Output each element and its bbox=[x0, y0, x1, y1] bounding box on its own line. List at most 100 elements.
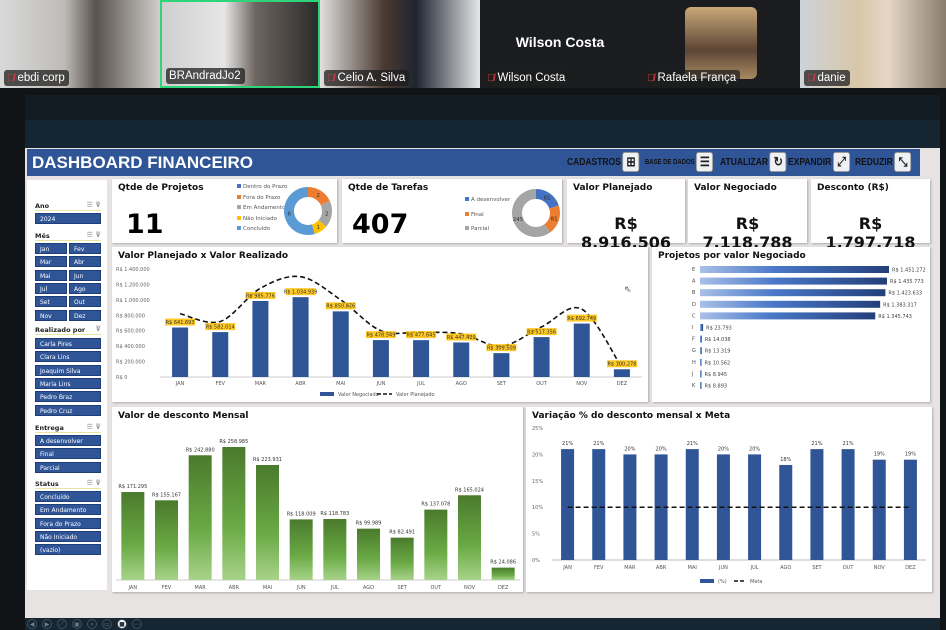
x-tick-label: DEZ bbox=[498, 585, 509, 591]
mic-muted-icon: 🎙̸ bbox=[327, 72, 335, 84]
expandir-button[interactable]: EXPANDIR ⤢ bbox=[788, 152, 850, 172]
zoom-icon[interactable]: ⌕ bbox=[87, 619, 97, 629]
shared-screen-ribbon bbox=[25, 120, 940, 148]
camera-icon[interactable]: ■ bbox=[117, 619, 127, 629]
donut-slice bbox=[318, 201, 332, 227]
data-label: R$ 309.509 bbox=[487, 345, 516, 351]
data-label: R$ 850.876 bbox=[326, 304, 355, 310]
data-label-bg bbox=[606, 360, 637, 368]
slicer-item[interactable]: Abr bbox=[69, 256, 101, 268]
x-tick-label: MAR bbox=[195, 585, 207, 591]
slicer-item[interactable]: Nov bbox=[35, 309, 67, 321]
slicer-ano-header: Ano ☰ ⊽ bbox=[35, 201, 101, 211]
bar-valor-negociado bbox=[292, 297, 309, 377]
bar-desconto bbox=[458, 495, 481, 580]
slicer-item[interactable]: Mar bbox=[35, 256, 67, 268]
data-label: R$ 1.451.272 bbox=[892, 268, 926, 274]
clear-filter-icon[interactable]: ☰ ⊽ bbox=[86, 201, 101, 209]
x-tick-label: NOV bbox=[576, 381, 588, 387]
prev-icon[interactable]: ◀ bbox=[27, 619, 37, 629]
participant-tile-active[interactable]: BRAndradJo2 bbox=[160, 0, 320, 88]
slicer-item[interactable]: Jul bbox=[35, 282, 67, 294]
slicer-item[interactable]: Pedro Braz bbox=[35, 391, 101, 403]
x-tick-label: NOV bbox=[874, 565, 886, 571]
legend-label: (%) bbox=[718, 579, 727, 585]
data-label: 20% bbox=[656, 446, 667, 452]
y-tick-label: 0% bbox=[532, 558, 540, 564]
slicer-item[interactable]: Maria Lins bbox=[35, 377, 101, 389]
participant-tile[interactable]: 🎙̸ Rafaela França bbox=[640, 0, 800, 88]
data-label: R$ 258.985 bbox=[219, 439, 248, 445]
kpi-qtde-tarefas: Qtde de Tarefas 407 A desenvolver Final Pa… bbox=[342, 179, 562, 243]
legend-swatch bbox=[700, 579, 714, 583]
slicer-item[interactable]: A desenvolver bbox=[35, 435, 101, 446]
clear-filter-icon[interactable]: ☰ ⊽ bbox=[86, 423, 101, 431]
y-tick-label: R$ 1.200.000 bbox=[116, 282, 150, 288]
slicer-item[interactable]: Fora do Prazo bbox=[35, 517, 101, 529]
bar-percent bbox=[623, 454, 637, 560]
participant-tile[interactable]: 🎙̸ danie bbox=[800, 0, 946, 88]
bar-projeto bbox=[700, 335, 702, 343]
data-label: 18% bbox=[780, 457, 791, 463]
slicer-item[interactable]: Mai bbox=[35, 269, 67, 281]
participant-name: 🎙̸ danie bbox=[804, 70, 850, 86]
donut-slice bbox=[512, 189, 551, 237]
clear-filter-icon[interactable]: ☰ ⊽ bbox=[86, 231, 101, 239]
slicer-item[interactable]: Concluído bbox=[35, 491, 101, 502]
y-tick-label: 25% bbox=[532, 426, 543, 432]
slicer-item[interactable]: Não Iniciado bbox=[35, 530, 101, 542]
legend-label: Valor Planejado bbox=[396, 392, 435, 398]
data-label: R$ 82.491 bbox=[389, 530, 415, 536]
x-tick-label: MAI bbox=[688, 565, 697, 571]
mic-muted-icon: 🎙̸ bbox=[487, 72, 495, 84]
participant-tile[interactable]: 🎙̸ ebdi corp bbox=[0, 0, 160, 88]
data-label: 21% bbox=[843, 441, 854, 447]
slicer-item[interactable]: Carla Pires bbox=[35, 338, 101, 349]
slicer-item[interactable]: Fev bbox=[69, 243, 101, 254]
slicer-item[interactable]: Clara Lins bbox=[35, 351, 101, 363]
clear-filter-icon[interactable]: ⊽ bbox=[95, 325, 101, 333]
slicer-item[interactable]: (vazio) bbox=[35, 544, 101, 556]
y-tick-label: F bbox=[692, 337, 695, 343]
bar-projeto bbox=[700, 324, 704, 331]
bar-desconto bbox=[491, 567, 515, 580]
clear-filter-icon[interactable]: ☰ ⊽ bbox=[86, 479, 101, 487]
slicer-item[interactable]: Jan bbox=[35, 243, 67, 254]
presentation-controls: ◀ ▶ ／ ▣ ⌕ ▭ ■ ⋯ bbox=[25, 618, 940, 630]
participant-tile[interactable]: Wilson Costa 🎙̸ Wilson Costa bbox=[480, 0, 640, 88]
cadastros-button[interactable]: CADASTROS ⊞ bbox=[567, 152, 640, 172]
slicer-item[interactable]: Em Andamento bbox=[35, 504, 101, 516]
x-tick-label: JUL bbox=[330, 585, 339, 591]
y-tick-label: 15% bbox=[532, 479, 543, 485]
slicer-item[interactable]: Parcial bbox=[35, 461, 101, 473]
participant-tile[interactable]: 🎙̸ Celio A. Silva bbox=[320, 0, 480, 88]
base-de-dados-button[interactable]: BASE DE DADOS ☰ bbox=[645, 152, 714, 172]
slicer-item[interactable]: Final bbox=[35, 448, 101, 460]
slicer-item[interactable]: Joaquim Silva bbox=[35, 364, 101, 376]
pages-icon[interactable]: ▣ bbox=[72, 619, 82, 629]
reduzir-button[interactable]: REDUZIR ⤡ bbox=[855, 152, 912, 172]
x-tick-label: DEZ bbox=[617, 381, 628, 387]
next-icon[interactable]: ▶ bbox=[42, 619, 52, 629]
data-label: 20% bbox=[749, 446, 760, 452]
kpi-qtde-projetos: Qtde de Projetos 11 Dentro do Prazo Fora … bbox=[112, 179, 337, 243]
slicer-item[interactable]: Jun bbox=[69, 269, 101, 281]
pen-icon[interactable]: ／ bbox=[57, 619, 67, 629]
slicer-item[interactable]: Set bbox=[35, 296, 67, 308]
slicer-item[interactable]: Out bbox=[69, 296, 101, 308]
data-label-bg bbox=[526, 328, 557, 336]
captions-icon[interactable]: ▭ bbox=[102, 619, 112, 629]
slicer-ano-item[interactable]: 2024 bbox=[35, 213, 101, 224]
atualizar-button[interactable]: ATUALIZAR ↻ bbox=[720, 152, 787, 172]
tarefas-donut-chart: 81 81 245 bbox=[512, 189, 560, 237]
mic-muted-icon: 🎙̸ bbox=[647, 72, 655, 84]
slicer-item[interactable]: Pedro Cruz bbox=[35, 404, 101, 416]
slicer-item[interactable]: Dez bbox=[69, 309, 101, 321]
x-tick-label: JUL bbox=[416, 381, 425, 387]
data-label-bg bbox=[205, 323, 236, 331]
donut-slice bbox=[544, 205, 560, 233]
more-icon[interactable]: ⋯ bbox=[132, 619, 142, 629]
legend-item: Em Andamento bbox=[237, 205, 287, 212]
slicer-item[interactable]: Ago bbox=[69, 282, 101, 294]
y-tick-label: E bbox=[692, 267, 695, 273]
